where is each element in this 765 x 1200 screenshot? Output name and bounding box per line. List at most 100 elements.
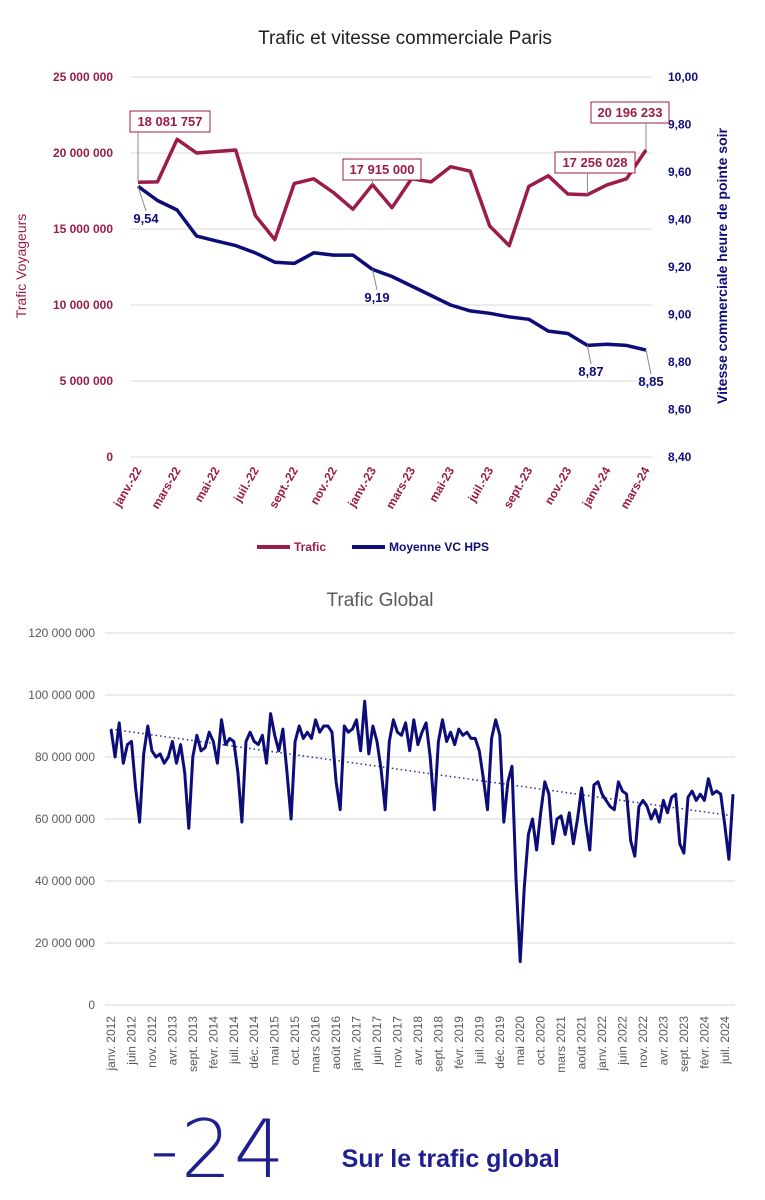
- trafic-line: [137, 137, 648, 248]
- chart1-right-tick-label: 8,80: [668, 355, 692, 369]
- chart2-x-tick-label: nov. 2022: [636, 1016, 650, 1068]
- chart1-annotation-box: [129, 110, 211, 133]
- legend-vc-label: Moyenne VC HPS: [389, 540, 489, 554]
- chart2-x-tick-label: oct. 2015: [288, 1016, 302, 1066]
- chart2-x-tick-label: janv. 2017: [350, 1016, 364, 1072]
- chart2-x-tick-label: juin 2022: [616, 1016, 630, 1066]
- chart1-right-tick-label: 9,80: [668, 118, 692, 132]
- chart2-y-tick-label: 60 000 000: [35, 812, 95, 826]
- chart1-right-tick-label: 10,00: [668, 70, 698, 84]
- chart2-x-tick-label: nov. 2012: [145, 1016, 159, 1068]
- chart1-annotation-label: 20 196 233: [597, 105, 662, 120]
- chart1-x-tick-label: nov.-22: [307, 464, 340, 507]
- chart1-right-tick-label: 9,20: [668, 260, 692, 274]
- stat-number: -24: [150, 1103, 287, 1196]
- chart2-x-tick-label: août 2021: [575, 1016, 589, 1070]
- chart2-x-tick-label: sept. 2023: [677, 1016, 691, 1072]
- chart1-annotation-leader: [586, 345, 592, 365]
- chart1-annotation-label: 18 081 757: [137, 114, 202, 129]
- chart2-x-tick-label: juin 2012: [124, 1016, 138, 1066]
- stat-caption: Sur le trafic global: [341, 1145, 560, 1173]
- chart1-legend: Trafic Moyenne VC HPS: [257, 540, 489, 554]
- chart-trafic-global: Trafic Global 0 20 000 000 40 000 000 60 00…: [28, 590, 735, 1073]
- chart1-annotation-leader: [137, 186, 147, 212]
- chart2-x-tick-label: août 2016: [329, 1016, 343, 1070]
- chart1-right-tick-label: 9,00: [668, 308, 692, 322]
- chart2-y-axis: 0 20 000 000 40 000 000 60 000 000 80 000 00…: [28, 626, 95, 1012]
- chart2-x-tick-label: févr. 2014: [206, 1016, 220, 1069]
- chart1-gridlines: [130, 76, 652, 458]
- chart1-left-tick-label: 10 000 000: [53, 298, 113, 312]
- chart1-annotation-box: [554, 151, 636, 174]
- chart2-x-tick-label: oct. 2020: [534, 1016, 548, 1066]
- chart1-annotation-label: 9,19: [364, 290, 389, 305]
- chart2-series: [109, 699, 735, 964]
- chart2-gridlines: [105, 632, 735, 1006]
- bottom-stat: -24 Sur le trafic global: [150, 1100, 560, 1190]
- chart2-x-tick-label: mai 2015: [268, 1016, 282, 1066]
- legend-trafic-label: Trafic: [294, 540, 326, 554]
- chart2-title: Trafic Global: [327, 590, 434, 611]
- chart1-x-tick-label: janv.-22: [110, 464, 145, 510]
- chart1-x-tick-label: mars-24: [617, 464, 652, 511]
- chart2-x-tick-label: avr. 2018: [411, 1016, 425, 1066]
- chart1-annotation-box: [342, 158, 422, 181]
- chart2-x-tick-label: janv. 2022: [595, 1016, 609, 1072]
- chart1-left-tick-label: 25 000 000: [53, 70, 113, 84]
- chart1-series: [136, 137, 648, 352]
- chart2-y-tick-label: 20 000 000: [35, 936, 95, 950]
- chart1-x-axis: janv.-22 mars-22 mai-22 juil.-22 sept.-22 nov…: [110, 464, 653, 511]
- chart1-right-tick-label: 9,60: [668, 165, 692, 179]
- chart2-x-tick-label: mars 2016: [309, 1016, 323, 1073]
- chart1-right-axis: 8,40 8,60 8,80 9,00 9,20 9,40 9,60 9,80 10,00: [668, 70, 698, 464]
- chart2-x-tick-label: mars 2021: [554, 1016, 568, 1073]
- chart2-y-tick-label: 100 000 000: [28, 688, 95, 702]
- chart1-x-tick-label: janv.-23: [345, 464, 380, 510]
- chart2-y-tick-label: 80 000 000: [35, 750, 95, 764]
- vc-line: [136, 184, 647, 352]
- chart2-y-tick-label: 40 000 000: [35, 874, 95, 888]
- chart-trafic-vitesse: Trafic et vitesse commerciale Paris 0 5 0…: [13, 28, 730, 554]
- chart1-x-tick-label: janv.-24: [579, 464, 614, 510]
- chart1-left-tick-label: 0: [106, 450, 113, 464]
- chart1-x-tick-label: mai-22: [192, 464, 223, 504]
- chart2-x-tick-label: déc. 2019: [493, 1016, 507, 1069]
- chart1-right-axis-label: Vitesse commerciale heure de pointe soir: [714, 127, 730, 404]
- chart1-left-tick-label: 20 000 000: [53, 146, 113, 160]
- chart2-y-tick-label: 0: [88, 998, 95, 1012]
- chart2-x-tick-label: sept. 2013: [186, 1016, 200, 1072]
- chart1-right-tick-label: 8,60: [668, 403, 692, 417]
- chart1-annotation-label: 17 915 000: [349, 162, 414, 177]
- chart1-x-tick-label: mars-22: [149, 464, 184, 511]
- chart1-annotation-leader: [645, 350, 652, 375]
- chart1-x-tick-label: mai-23: [426, 464, 457, 504]
- chart2-x-tick-label: juil. 2014: [227, 1016, 241, 1065]
- chart2-x-tick-label: juil. 2019: [472, 1016, 486, 1065]
- chart2-x-tick-label: avr. 2013: [165, 1016, 179, 1066]
- chart1-left-axis: 0 5 000 000 10 000 000 15 000 000 20 000 000…: [53, 70, 113, 464]
- chart1-left-tick-label: 15 000 000: [53, 222, 113, 236]
- chart1-annotation-leader: [371, 269, 378, 291]
- chart1-x-tick-label: juil.-22: [230, 464, 262, 505]
- chart2-x-tick-label: févr. 2019: [452, 1016, 466, 1069]
- chart1-annotation-label: 17 256 028: [562, 155, 627, 170]
- chart1-x-tick-label: mars-23: [383, 464, 418, 511]
- chart1-annotation-label: 8,85: [638, 374, 663, 389]
- chart2-x-axis: janv. 2012 juin 2012 nov. 2012 avr. 2013 sep…: [104, 1016, 732, 1073]
- chart2-x-tick-label: nov. 2017: [390, 1016, 404, 1068]
- chart1-x-tick-label: sept.-23: [501, 464, 536, 511]
- chart2-x-tick-label: mai 2020: [513, 1016, 527, 1066]
- chart1-x-tick-label: sept.-22: [266, 464, 301, 511]
- chart1-x-tick-label: juil.-23: [465, 464, 497, 505]
- chart1-left-axis-label: Trafic Voyageurs: [13, 214, 29, 319]
- chart2-y-tick-label: 120 000 000: [28, 626, 95, 640]
- chart1-x-tick-label: nov.-23: [542, 464, 575, 507]
- chart2-x-tick-label: sept. 2018: [431, 1016, 445, 1072]
- chart2-x-tick-label: juin 2017: [370, 1016, 384, 1066]
- chart1-annotation-label: 8,87: [578, 364, 603, 379]
- chart2-x-tick-label: déc. 2014: [247, 1016, 261, 1069]
- chart2-x-tick-label: févr. 2024: [697, 1016, 711, 1069]
- chart1-annotation-box: [590, 101, 670, 124]
- chart1-right-tick-label: 8,40: [668, 450, 692, 464]
- chart1-left-tick-label: 5 000 000: [60, 374, 114, 388]
